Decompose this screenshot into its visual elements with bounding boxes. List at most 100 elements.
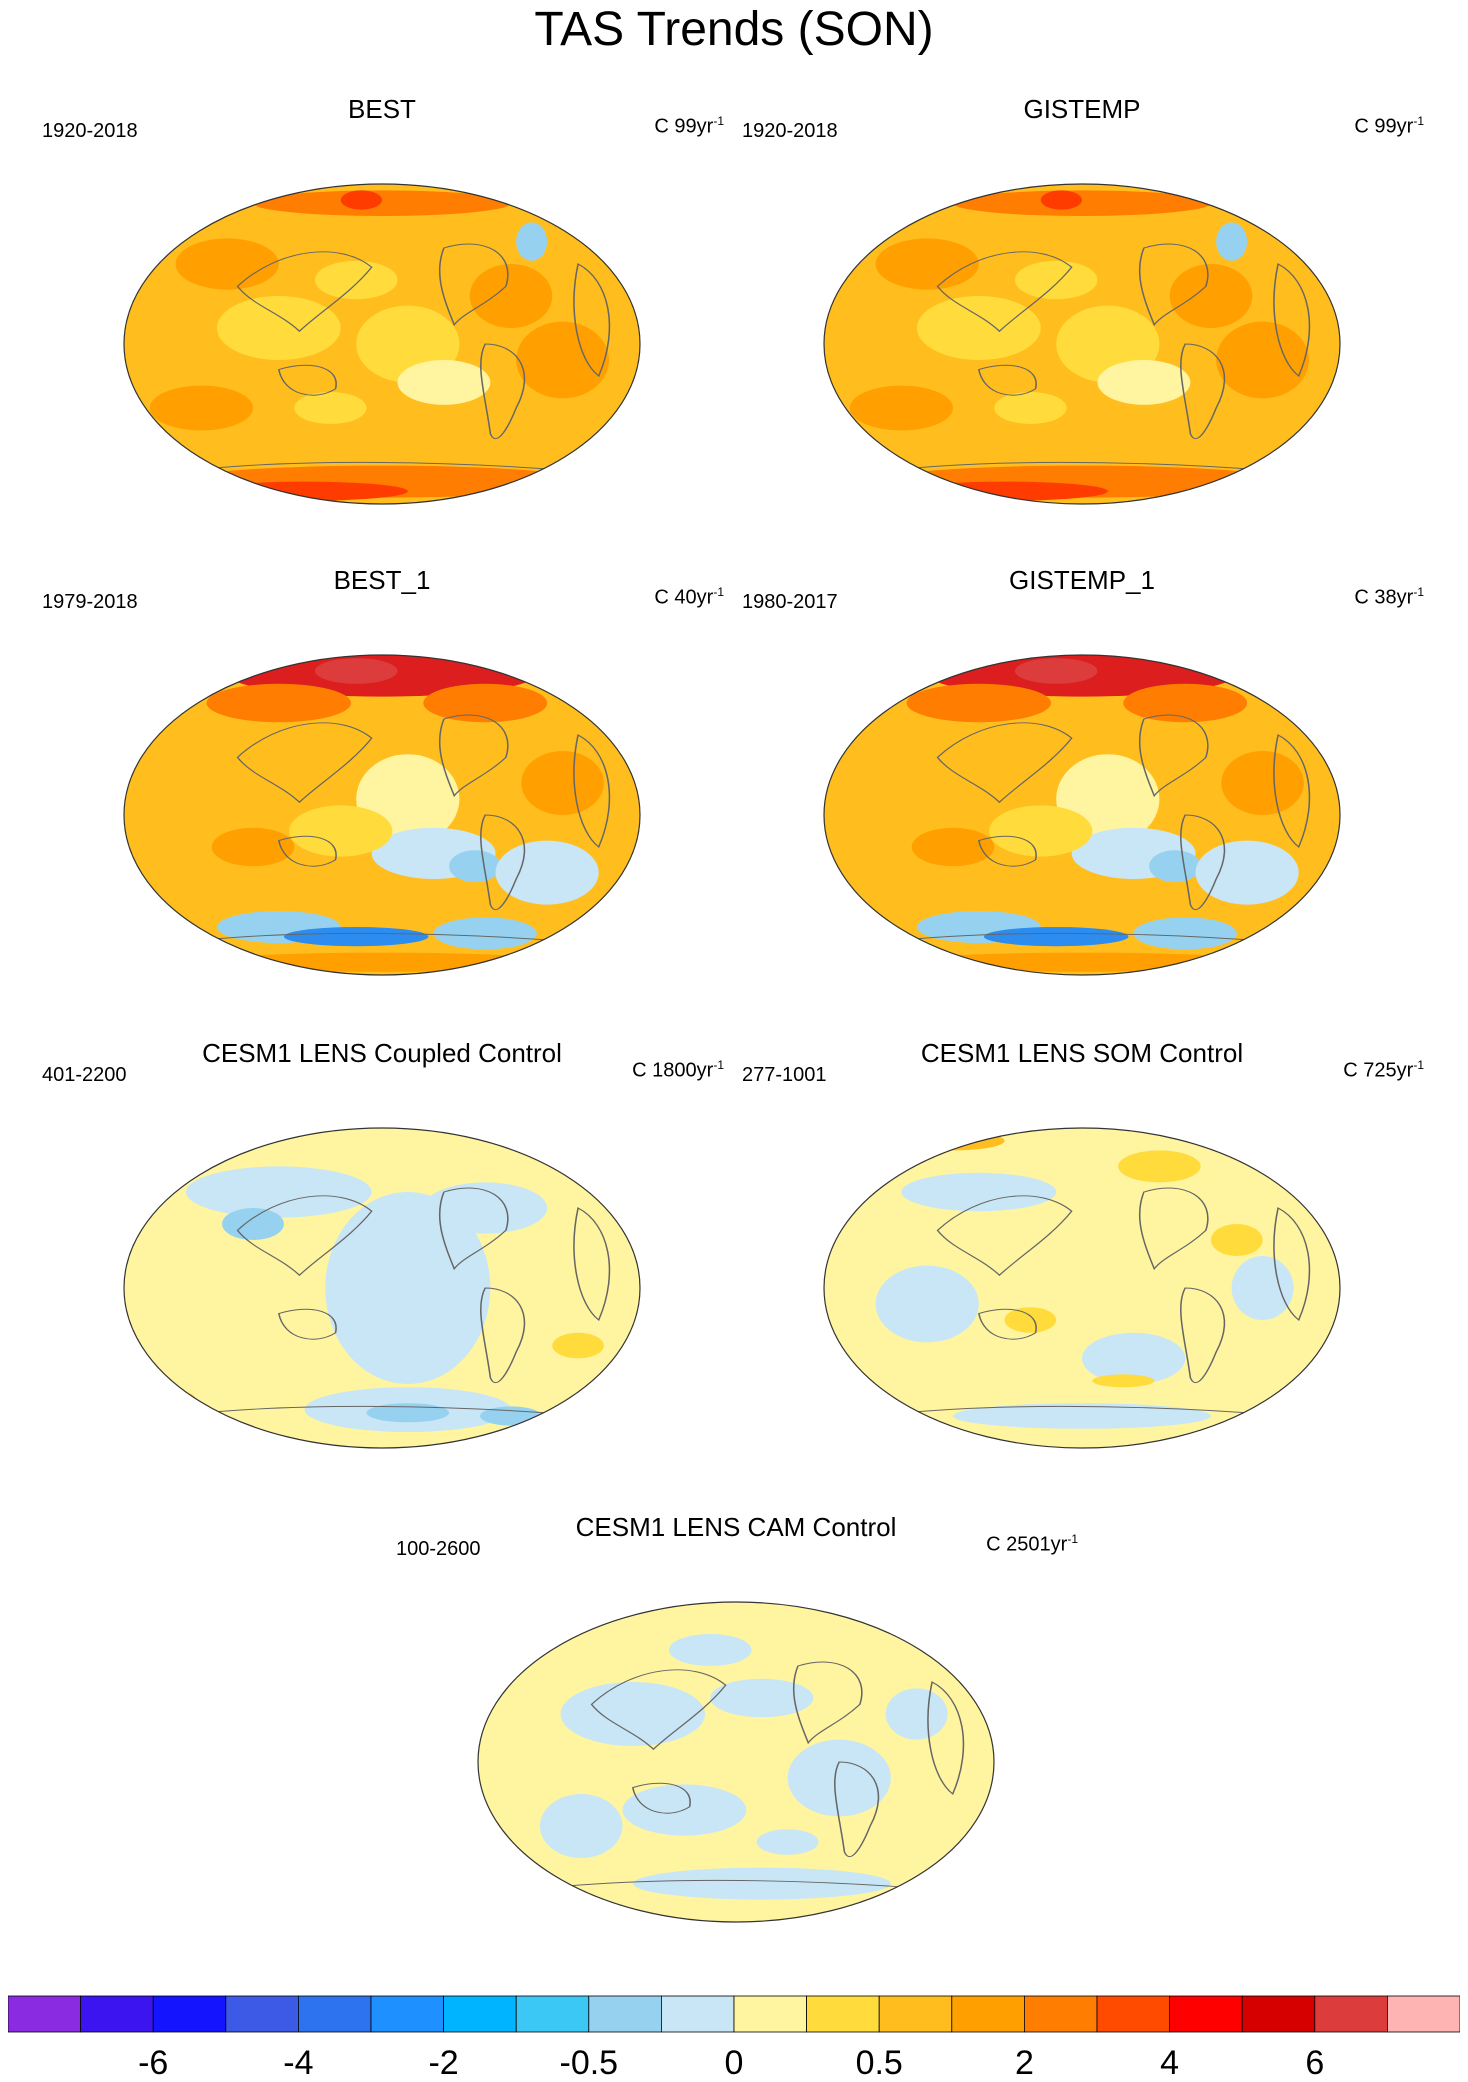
trend-region — [211, 827, 295, 867]
colorbar-swatch — [8, 1995, 81, 2033]
coastline — [936, 1195, 1073, 1277]
coastline — [1273, 734, 1311, 849]
coastline — [438, 714, 509, 798]
colorbar-swatch — [1241, 1995, 1316, 2033]
trend-region — [1221, 751, 1304, 815]
colorbar-swatch — [1169, 1995, 1243, 2033]
trend-region — [901, 481, 1108, 501]
trend-region — [552, 1332, 604, 1359]
trend-region — [787, 1739, 891, 1817]
trend-region — [516, 321, 610, 399]
panel-title: GISTEMP_1 — [1009, 565, 1155, 595]
trend-region — [1004, 1307, 1057, 1333]
panel-title: CESM1 LENS CAM Control — [575, 1512, 897, 1542]
trend-region — [423, 683, 548, 723]
coastline — [1138, 714, 1209, 798]
trend-region — [495, 840, 599, 905]
trend-region — [433, 917, 537, 950]
colorbar-swatch — [1314, 1995, 1388, 2033]
coastline — [277, 1308, 337, 1340]
panel-years: 1979-2018 — [42, 591, 138, 613]
coastline — [573, 734, 611, 849]
trend-region — [632, 1867, 891, 1900]
coastline — [936, 251, 1073, 333]
trend-region — [1097, 360, 1191, 405]
colorbar-label: 2 — [1015, 2044, 1034, 2080]
panel-count: C 40yr-1 — [654, 585, 724, 609]
coastline — [277, 835, 337, 867]
map-outline — [823, 654, 1341, 976]
trend-region — [283, 927, 429, 947]
panel-cesm1-som-control: CESM1 LENS SOM Control 277-1001 C 725yr-… — [732, 1038, 1432, 1508]
colorbar-label: 0 — [725, 2044, 744, 2080]
trend-region — [521, 1134, 553, 1154]
trend-region — [756, 1829, 819, 1855]
panel-best: BEST 1920-2018 C 99yr-1 — [32, 94, 732, 564]
map-projection — [823, 183, 1341, 505]
trend-region — [185, 1166, 372, 1218]
trend-region — [885, 1688, 948, 1740]
colorbar-label: -2 — [428, 2044, 458, 2080]
trend-region — [289, 805, 393, 857]
coastline — [927, 1681, 965, 1796]
colorbar-swatch — [370, 1995, 444, 2033]
trend-region — [1014, 260, 1098, 300]
trend-region — [222, 1208, 284, 1240]
trend-region — [1231, 1256, 1294, 1320]
map-outline — [123, 1127, 641, 1449]
colorbar-swatch — [515, 1995, 590, 2033]
coastline — [438, 1187, 509, 1271]
panel-title: BEST — [348, 94, 416, 124]
colorbar-swatch — [1387, 1995, 1460, 2033]
trend-region — [149, 385, 253, 431]
panel-cesm1-cam-control: CESM1 LENS CAM Control 100-2600 C 2501yr… — [386, 1512, 1086, 1982]
coastline — [480, 343, 526, 439]
map-projection — [123, 1127, 641, 1449]
map-projection — [823, 654, 1341, 976]
coastline — [977, 835, 1037, 867]
colorbar-swatch — [297, 1995, 372, 2033]
colorbar-label: -0.5 — [560, 2044, 619, 2080]
trend-region — [875, 238, 979, 290]
colorbar-label: -4 — [283, 2044, 313, 2080]
colorbar-swatch — [152, 1995, 227, 2033]
colorbar-swatch — [443, 1995, 517, 2033]
trend-region — [175, 238, 279, 290]
coastline — [1138, 243, 1209, 327]
coastline — [1138, 1187, 1209, 1271]
panel-years: 401-2200 — [42, 1064, 127, 1086]
trend-region — [216, 296, 341, 360]
trend-region — [314, 658, 398, 684]
coastline — [236, 1195, 373, 1277]
map-projection — [123, 654, 641, 976]
trend-region — [397, 360, 491, 405]
coastline — [1273, 1207, 1311, 1322]
trend-region — [1216, 222, 1248, 261]
trend-region — [154, 1390, 197, 1410]
trend-region — [1216, 321, 1310, 399]
trend-region — [201, 952, 563, 972]
coastline — [236, 722, 373, 804]
trend-region — [1014, 658, 1098, 684]
trend-region — [901, 952, 1263, 972]
coastline — [1180, 1287, 1226, 1383]
trend-region — [953, 190, 1211, 216]
trend-region — [1211, 1224, 1263, 1256]
panel-cesm1-coupled-control: CESM1 LENS Coupled Control 401-2200 C 18… — [32, 1038, 732, 1508]
trend-region — [989, 805, 1093, 857]
map-projection — [823, 1127, 1341, 1449]
trend-region — [469, 264, 553, 328]
trend-region — [206, 683, 352, 723]
coastline — [236, 251, 373, 333]
panel-count: C 99yr-1 — [654, 114, 724, 138]
trend-region — [366, 1403, 450, 1423]
trend-region — [325, 1192, 491, 1384]
trend-region — [1149, 850, 1201, 883]
colorbar-swatch — [225, 1995, 299, 2033]
trend-region — [1092, 1374, 1155, 1388]
coastline — [977, 1308, 1037, 1340]
coastline — [792, 1661, 863, 1745]
map-outline — [477, 1601, 995, 1923]
coastline — [573, 1207, 611, 1322]
trend-region — [1195, 840, 1299, 905]
